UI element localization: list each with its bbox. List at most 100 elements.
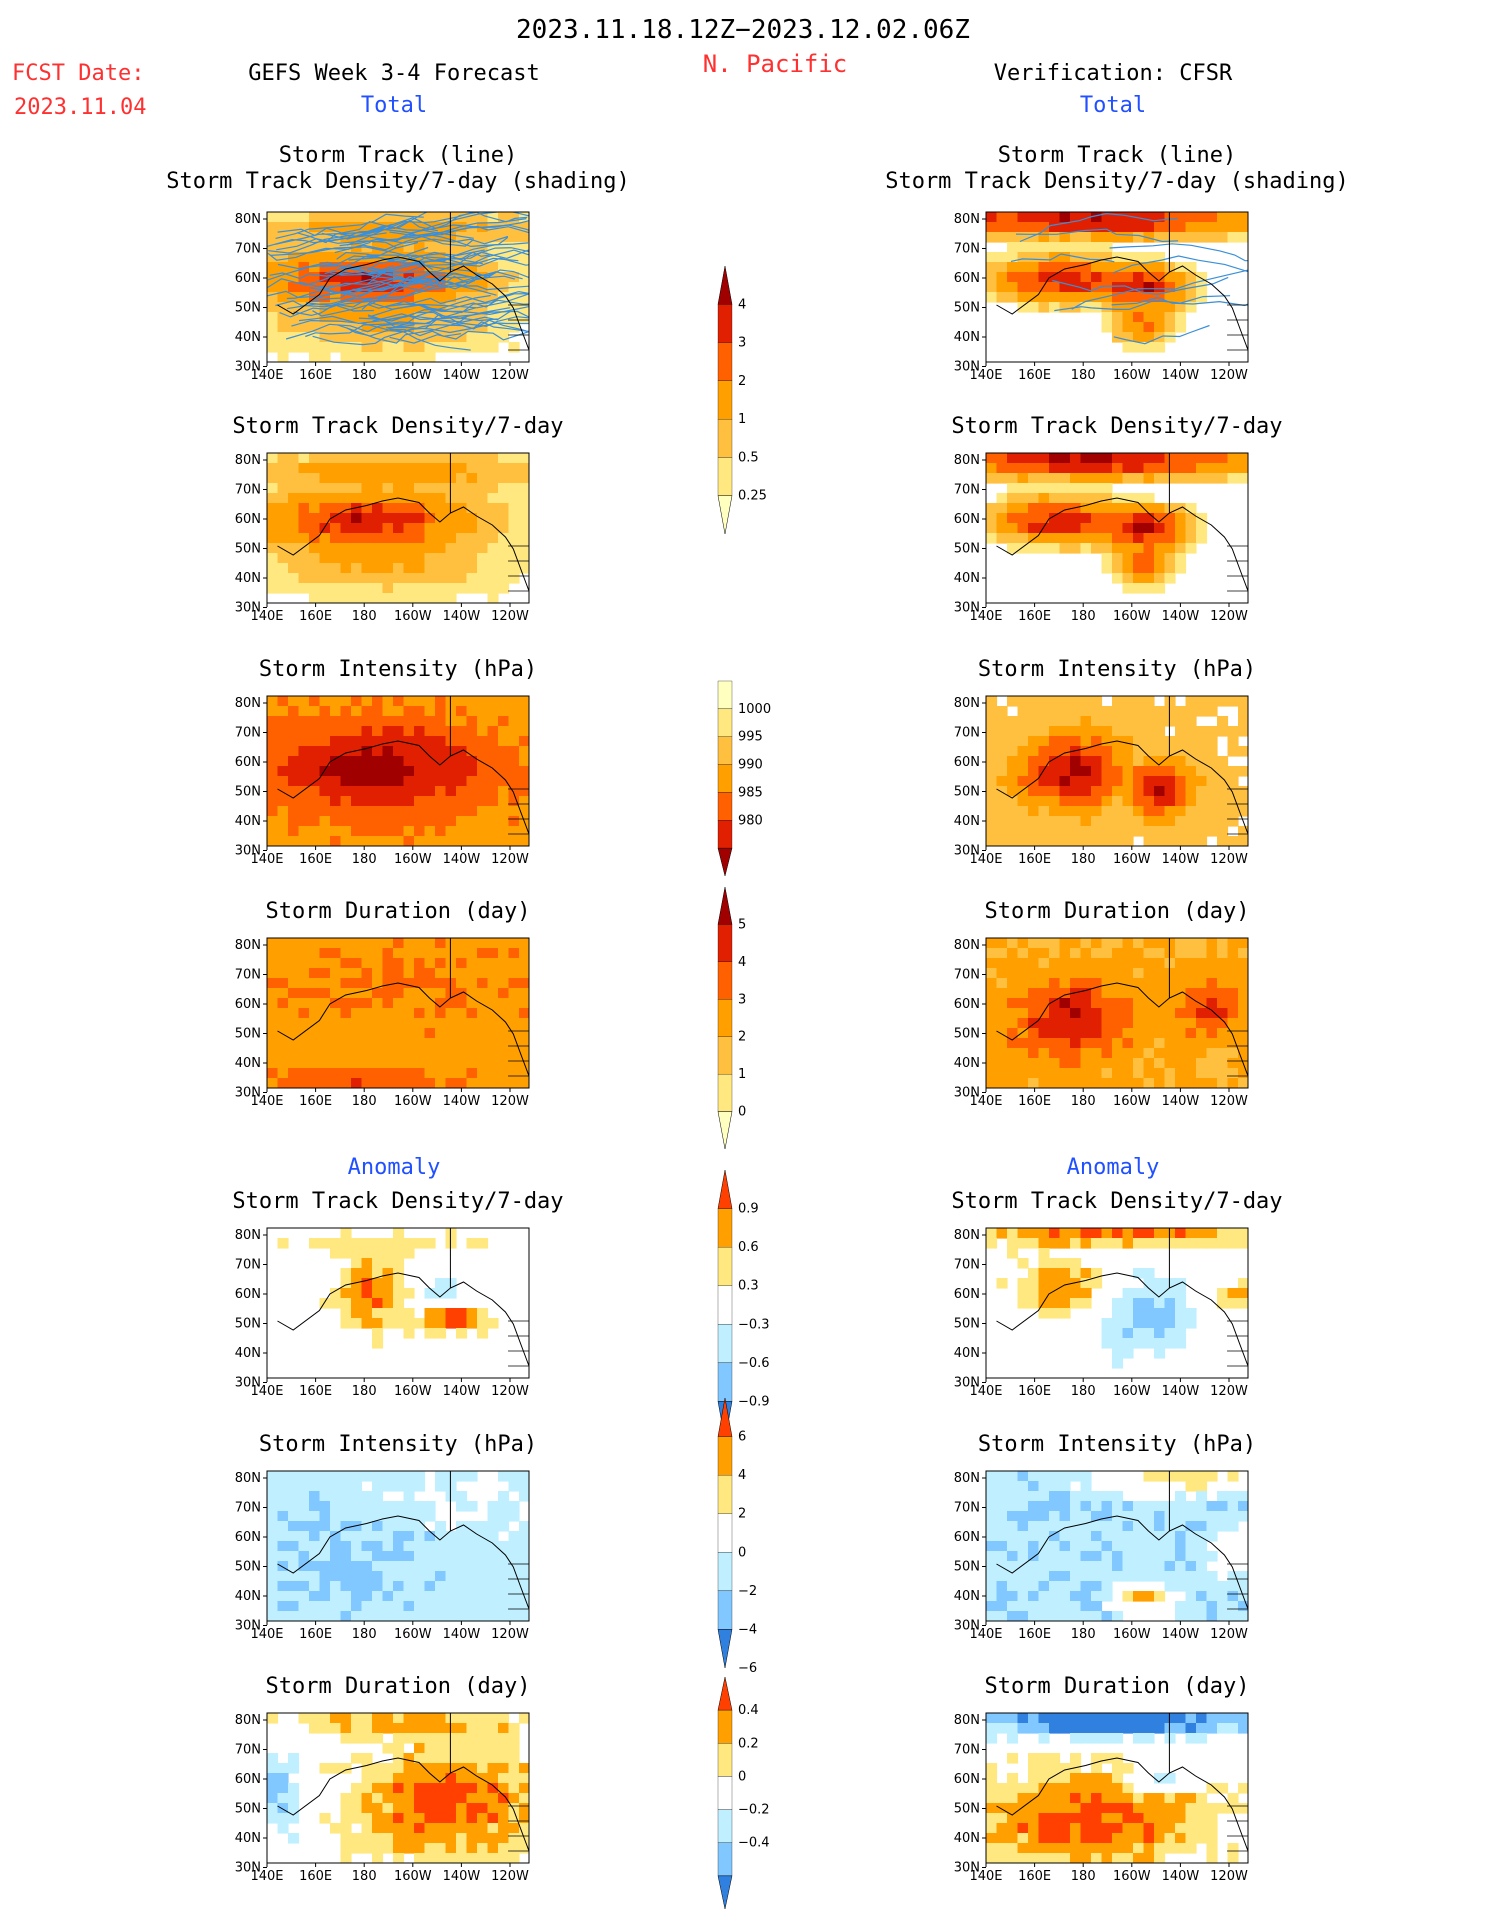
grid-cell: [414, 583, 426, 594]
grid-cell: [1038, 533, 1050, 544]
grid-cell: [372, 998, 384, 1009]
grid-cell: [1007, 1733, 1019, 1744]
grid-cell: [267, 978, 279, 989]
grid-cell: [361, 1823, 373, 1834]
grid-cell: [996, 232, 1008, 243]
grid-cell: [267, 1531, 279, 1542]
grid-cell: [1017, 523, 1029, 534]
grid-cell: [1227, 1723, 1239, 1734]
grid-cell: [1164, 1733, 1176, 1744]
grid-cell: [288, 978, 300, 989]
grid-cell: [288, 1783, 300, 1794]
grid-cell: [1091, 1823, 1103, 1834]
grid-cell: [414, 756, 426, 767]
grid-cell: [424, 322, 436, 333]
grid-cell: [1059, 1058, 1071, 1069]
grid-cell: [1112, 696, 1124, 707]
grid-cell: [382, 1541, 394, 1552]
grid-cell: [351, 503, 363, 514]
grid-cell: [424, 513, 436, 524]
grid-cell: [519, 1773, 529, 1784]
grid-cell: [424, 806, 436, 817]
grid-cell: [498, 493, 510, 504]
grid-cell: [508, 988, 520, 999]
lat-tick-label: 80N: [235, 696, 261, 711]
grid-cell: [1049, 1813, 1061, 1824]
grid-cell: [1101, 746, 1113, 757]
grid-cell: [487, 1601, 499, 1612]
grid-cell: [996, 796, 1008, 807]
grid-cell: [309, 1601, 321, 1612]
grid-cell: [1154, 1018, 1166, 1029]
grid-cell: [1185, 1058, 1197, 1069]
grid-cell: [298, 1048, 310, 1059]
grid-cell: [1007, 1068, 1019, 1079]
grid-cell: [508, 232, 520, 243]
lon-tick-label: 120W: [491, 1094, 529, 1109]
grid-cell: [351, 523, 363, 534]
grid-cell: [1164, 948, 1176, 959]
grid-cell: [996, 1843, 1008, 1854]
grid-cell: [393, 503, 405, 514]
grid-cell: [445, 1611, 457, 1621]
grid-cell: [1017, 1783, 1029, 1794]
colorbar-segment: [717, 999, 733, 1037]
grid-cell: [1080, 1733, 1092, 1744]
grid-cell: [1175, 1793, 1187, 1804]
grid-cell: [1059, 988, 1071, 999]
grid-cell: [414, 483, 426, 494]
grid-cell: [309, 1018, 321, 1029]
grid-cell: [1049, 968, 1061, 979]
grid-cell: [1017, 1793, 1029, 1804]
grid-cell: [288, 1521, 300, 1532]
grid-cell: [1070, 1551, 1082, 1562]
grid-cell: [1059, 262, 1071, 273]
grid-cell: [424, 1078, 436, 1088]
grid-cell: [1206, 776, 1218, 787]
grid-cell: [414, 573, 426, 584]
grid-cell: [1059, 1288, 1071, 1299]
grid-cell: [1112, 958, 1124, 969]
lon-tick-label: 120W: [1210, 852, 1248, 867]
grid-cell: [498, 262, 510, 273]
grid-cell: [1122, 998, 1134, 1009]
lon-tick-label: 160W: [1113, 1869, 1151, 1884]
grid-cell: [267, 513, 279, 524]
grid-cell: [508, 1551, 520, 1562]
grid-cell: [424, 1551, 436, 1562]
grid-cell: [1238, 1511, 1248, 1522]
grid-cell: [986, 1018, 998, 1029]
grid-cell: [267, 1601, 279, 1612]
grid-cell: [1049, 1713, 1061, 1724]
grid-cell: [1196, 1611, 1208, 1621]
grid-cell: [1017, 786, 1029, 797]
map-panel-l4: Storm Duration (day)80N70N60N50N40N30N14…: [235, 899, 531, 1109]
grid-cell: [435, 563, 447, 574]
grid-cell: [414, 533, 426, 544]
grid-cell: [1196, 1823, 1208, 1834]
grid-cell: [424, 1733, 436, 1744]
grid-cell: [1122, 1783, 1134, 1794]
grid-cell: [1028, 1018, 1040, 1029]
grid-cell: [298, 583, 310, 594]
grid-cell: [477, 1743, 489, 1754]
grid-cell: [1143, 1318, 1155, 1329]
colorbar-segment: [717, 1285, 733, 1325]
shaded-field: [267, 1713, 529, 1863]
grid-cell: [1175, 513, 1187, 524]
grid-cell: [424, 292, 436, 303]
storm-track-line: [269, 271, 497, 282]
grid-cell: [309, 1723, 321, 1734]
grid-cell: [1101, 322, 1113, 333]
lat-tick-label: 60N: [235, 1287, 261, 1302]
grid-cell: [1164, 988, 1176, 999]
grid-cell: [1238, 958, 1248, 969]
grid-cell: [1196, 1018, 1208, 1029]
grid-cell: [1017, 282, 1029, 293]
grid-cell: [986, 1561, 998, 1572]
grid-cell: [1227, 1571, 1239, 1582]
grid-cell: [1017, 776, 1029, 787]
map-frame: [266, 211, 530, 363]
grid-cell: [1112, 1008, 1124, 1019]
panel-subtitle: Storm Track Density/7-day (shading): [885, 169, 1349, 194]
